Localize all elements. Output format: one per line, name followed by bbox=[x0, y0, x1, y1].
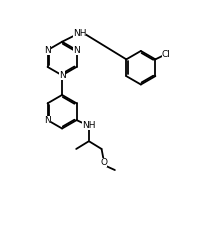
Text: O: O bbox=[100, 158, 107, 167]
Text: N: N bbox=[73, 46, 80, 55]
Text: Cl: Cl bbox=[162, 50, 171, 59]
Text: NH: NH bbox=[82, 121, 96, 130]
Text: NH: NH bbox=[73, 29, 86, 38]
Text: N: N bbox=[44, 116, 51, 124]
Text: N: N bbox=[44, 46, 51, 55]
Text: N: N bbox=[59, 71, 66, 80]
